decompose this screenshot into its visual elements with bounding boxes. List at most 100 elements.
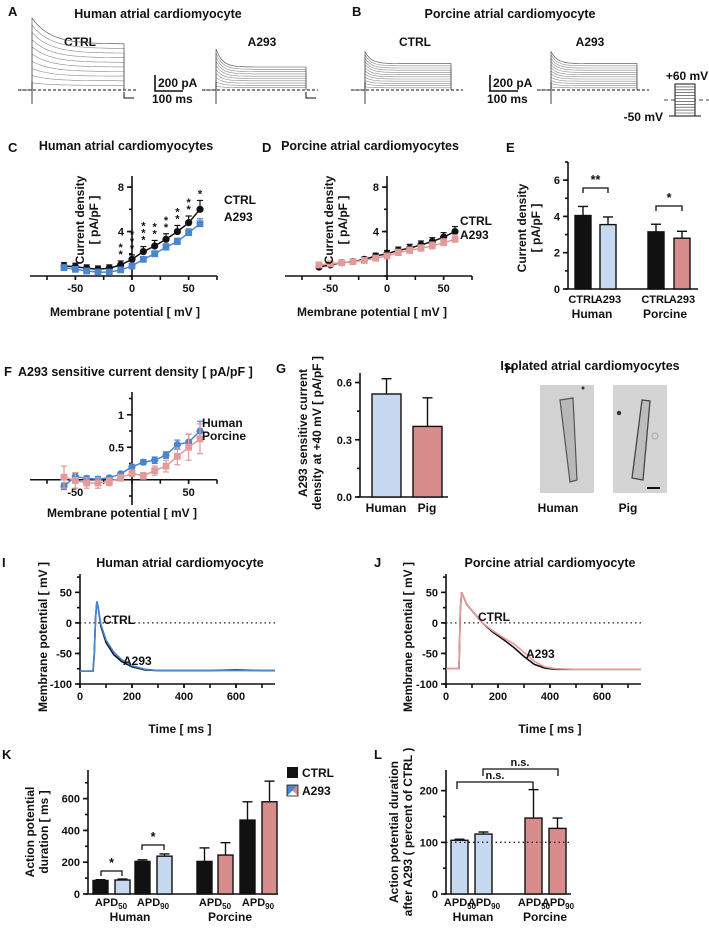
data-point bbox=[128, 463, 136, 471]
data-point bbox=[451, 227, 459, 236]
significance-label: n.s. bbox=[511, 757, 530, 769]
data-point bbox=[94, 479, 102, 487]
data-point bbox=[451, 235, 459, 243]
data-point bbox=[139, 247, 147, 256]
significance-star: * bbox=[141, 228, 146, 240]
current-trace bbox=[539, 63, 638, 91]
group-label: Porcine bbox=[208, 910, 252, 924]
x-axis-label: Membrane potential [ mV ] bbox=[47, 506, 197, 520]
x-tick-label: APD90 bbox=[468, 897, 501, 911]
data-point bbox=[151, 456, 159, 464]
protocol-steps-box bbox=[674, 83, 696, 117]
y-axis-label: Membrane potential [ mV ] bbox=[36, 562, 50, 712]
x-tick-label: 0 bbox=[384, 283, 390, 295]
significance-bracket bbox=[456, 781, 534, 789]
data-point bbox=[372, 254, 380, 262]
y-tick-label: 0 bbox=[74, 889, 80, 901]
x-tick-label: 0 bbox=[129, 283, 135, 295]
data-point bbox=[117, 474, 125, 482]
x-tick-label: 50 bbox=[438, 283, 450, 295]
trace-label-ctrl: CTRL bbox=[460, 214, 492, 228]
data-point bbox=[60, 473, 68, 481]
panel-letter-k: K bbox=[2, 747, 12, 762]
y-tick-label: 50 bbox=[426, 587, 438, 599]
data-point bbox=[417, 244, 425, 252]
pig-cell-micrograph bbox=[613, 385, 667, 493]
bar-ctrl bbox=[647, 231, 665, 290]
panel-j-chart: 0 200 400 600 -100 -50 0 50 Porcine atrial cardi… bbox=[401, 556, 641, 736]
y-axis-label-line-1: Current density bbox=[515, 183, 529, 272]
trace-label-a293: A293 bbox=[526, 647, 555, 661]
x-tick-label: 400 bbox=[175, 691, 193, 703]
x-tick-label: APD90 bbox=[137, 897, 170, 911]
chart-title: Porcine atrial cardiomyocyte bbox=[465, 556, 636, 570]
current-trace bbox=[204, 68, 307, 91]
data-point bbox=[440, 239, 448, 247]
trace-label-a293: A293 bbox=[460, 228, 489, 242]
significance-star: * bbox=[130, 243, 135, 255]
data-point bbox=[196, 435, 204, 443]
trace-label-human: Human bbox=[202, 416, 243, 430]
x-tick-label: -50 bbox=[67, 487, 83, 499]
panel-letter-f: F bbox=[4, 364, 12, 379]
data-point bbox=[196, 220, 204, 228]
y-axis-label-line-2: duration [ ms ] bbox=[37, 790, 51, 873]
panel-letter-e: E bbox=[506, 140, 515, 155]
panel-h-title: Isolated atrial cardiomyocytes bbox=[500, 359, 679, 373]
significance-bracket bbox=[482, 768, 559, 776]
y-tick-label: -100 bbox=[50, 679, 72, 691]
x-tick-label: APD50 bbox=[95, 897, 128, 911]
data-point bbox=[173, 441, 181, 449]
significance-bracket bbox=[141, 844, 165, 850]
current-trace bbox=[353, 53, 452, 91]
x-tick-label: -50 bbox=[67, 283, 83, 295]
bar-ctrl bbox=[239, 819, 256, 895]
data-point bbox=[338, 259, 346, 267]
data-point bbox=[428, 242, 436, 250]
x-tick-label: 50 bbox=[183, 283, 195, 295]
current-trace bbox=[539, 70, 638, 91]
x-axis-label: Membrane potential [ mV ] bbox=[297, 305, 447, 319]
data-point bbox=[315, 261, 323, 269]
y-axis-label-line-1: Action potential bbox=[23, 787, 37, 878]
data-point bbox=[173, 227, 181, 236]
current-trace bbox=[204, 72, 307, 91]
current-trace bbox=[20, 46, 125, 91]
x-tick-label: APD90 bbox=[242, 897, 275, 911]
y-tick-label: 100 bbox=[420, 837, 438, 849]
y-axis-label-line-2: [ pA/pF ] bbox=[529, 204, 543, 253]
significance-label: * bbox=[109, 856, 114, 870]
data-point bbox=[117, 266, 125, 274]
x-tick-label: CTRL bbox=[641, 294, 671, 306]
data-point bbox=[105, 478, 113, 486]
human-cell-micrograph bbox=[540, 385, 594, 493]
data-point bbox=[360, 257, 368, 264]
trace-label-ctrl: CTRL bbox=[224, 193, 256, 207]
panel-a-scale-current: 200 pA bbox=[158, 76, 198, 90]
panel-b-title: Porcine atrial cardiomyocyte bbox=[425, 7, 596, 21]
y-tick-label: 0 bbox=[66, 618, 72, 630]
series-line-a293 bbox=[446, 591, 641, 671]
x-tick-label: 0 bbox=[77, 691, 83, 703]
panel-letter-b: B bbox=[352, 4, 361, 19]
x-tick-label: -50 bbox=[322, 283, 338, 295]
data-point bbox=[173, 452, 181, 460]
trace-label-ctrl: CTRL bbox=[103, 613, 135, 627]
panel-letter-l: L bbox=[374, 747, 382, 762]
data-point bbox=[71, 265, 79, 273]
x-tick-label: A293 bbox=[595, 294, 621, 306]
bar-pig bbox=[412, 425, 443, 498]
panel-h-pig-label: Pig bbox=[619, 501, 638, 515]
panel-a-a293-traces bbox=[202, 48, 318, 104]
data-point bbox=[60, 264, 68, 272]
data-point bbox=[83, 479, 91, 487]
x-tick-label: APD90 bbox=[542, 897, 575, 911]
significance-star: * bbox=[187, 204, 192, 216]
current-trace bbox=[20, 24, 125, 91]
panel-b-ctrl-label: CTRL bbox=[399, 35, 431, 49]
legend-swatch-ctrl bbox=[287, 767, 298, 778]
y-tick-label: 400 bbox=[62, 825, 80, 837]
chart-title: Human atrial cardiomyocyte bbox=[96, 556, 263, 570]
current-trace bbox=[353, 76, 452, 91]
